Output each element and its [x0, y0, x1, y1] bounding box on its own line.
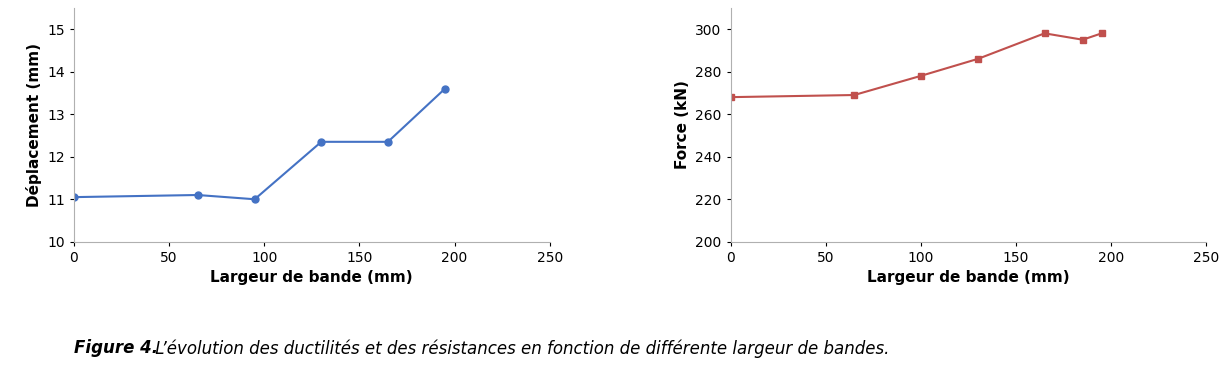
Text: Figure 4.: Figure 4. — [74, 339, 158, 357]
Text: L’évolution des ductilités et des résistances en fonction de différente largeur : L’évolution des ductilités et des résist… — [150, 339, 890, 358]
X-axis label: Largeur de bande (mm): Largeur de bande (mm) — [867, 270, 1070, 285]
Y-axis label: Force (kN): Force (kN) — [675, 80, 689, 169]
X-axis label: Largeur de bande (mm): Largeur de bande (mm) — [211, 270, 414, 285]
Y-axis label: Déplacement (mm): Déplacement (mm) — [26, 43, 42, 207]
